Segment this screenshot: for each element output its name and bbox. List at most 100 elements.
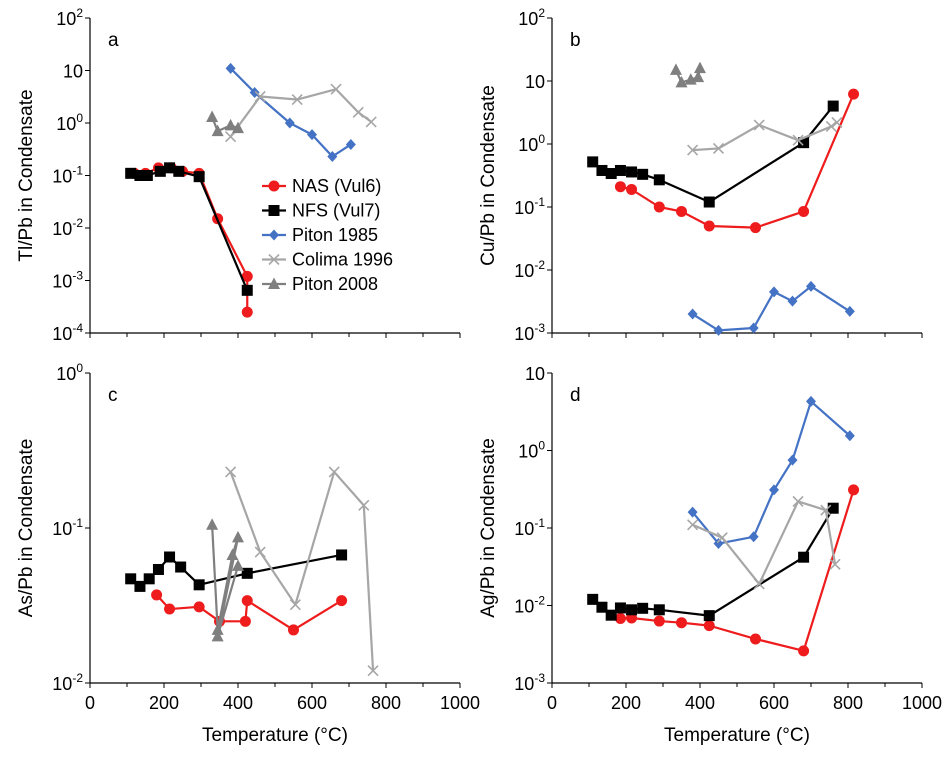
data-point bbox=[249, 87, 260, 99]
data-point bbox=[825, 120, 837, 133]
data-point bbox=[748, 531, 759, 543]
panel-a: 10-4 10-3 10-2 10-1 100 10 102 Tl/Pb in Condens… bbox=[16, 6, 461, 344]
data-point bbox=[798, 645, 810, 657]
data-point bbox=[226, 548, 239, 560]
data-point bbox=[713, 538, 724, 550]
y-tick-label: 100 bbox=[56, 111, 83, 134]
data-point bbox=[806, 395, 816, 407]
series-Colima1996 bbox=[225, 466, 379, 677]
data-point bbox=[798, 205, 810, 217]
data-point bbox=[291, 93, 303, 106]
data-point bbox=[224, 118, 237, 131]
panel-letter: c bbox=[108, 385, 118, 406]
data-point bbox=[225, 131, 237, 143]
x-axis-title: Temperature (°C) bbox=[202, 725, 348, 746]
data-point bbox=[241, 567, 253, 579]
data-point bbox=[694, 61, 706, 74]
legend-label: Piton 2008 bbox=[292, 274, 378, 294]
series-NAS bbox=[614, 484, 860, 657]
data-point bbox=[687, 506, 698, 518]
data-point bbox=[596, 601, 608, 613]
data-point bbox=[798, 551, 810, 563]
x-tick-label: 1000 bbox=[440, 693, 480, 713]
data-point bbox=[703, 610, 715, 622]
data-point bbox=[365, 116, 377, 128]
data-point bbox=[254, 90, 266, 103]
panel-letter: d bbox=[570, 385, 581, 406]
y-tick-label: 10-3 bbox=[514, 321, 545, 344]
data-point bbox=[687, 519, 699, 531]
y-tick-label: 10-1 bbox=[52, 164, 83, 187]
legend-entry: Piton 1985 bbox=[262, 225, 378, 245]
x-tick-label: 400 bbox=[685, 693, 715, 713]
data-point bbox=[637, 168, 649, 180]
data-point bbox=[151, 589, 163, 601]
y-tick-label: 10 bbox=[525, 364, 545, 384]
y-tick-label: 10-1 bbox=[52, 516, 83, 539]
data-point bbox=[848, 88, 860, 100]
y-tick-label: 10 bbox=[63, 62, 83, 82]
data-point bbox=[687, 308, 698, 320]
data-point bbox=[587, 593, 599, 605]
legend: NAS (Vul6) NFS (Vul7) Piton 1985 Colima 199… bbox=[262, 176, 393, 294]
legend-label: NAS (Vul6) bbox=[292, 176, 381, 196]
data-point bbox=[241, 284, 253, 296]
data-point bbox=[241, 270, 253, 282]
y-tick-label: 10-3 bbox=[514, 671, 545, 694]
data-point bbox=[703, 220, 715, 232]
data-point bbox=[164, 603, 176, 615]
data-point bbox=[307, 129, 317, 141]
data-point bbox=[154, 165, 166, 177]
x-tick-label: 0 bbox=[547, 693, 557, 713]
legend-marker bbox=[268, 180, 280, 192]
y-axis-title: As/Pb in Condensate bbox=[16, 439, 37, 618]
legend-label: Colima 1996 bbox=[292, 250, 393, 270]
data-point bbox=[134, 580, 146, 592]
series-line bbox=[130, 166, 249, 291]
y-tick-label: 10-2 bbox=[52, 216, 83, 239]
series-line bbox=[620, 489, 855, 652]
series-Piton2008 bbox=[669, 61, 706, 88]
series-NFS bbox=[587, 100, 839, 208]
data-point bbox=[241, 595, 253, 607]
data-point bbox=[352, 106, 364, 118]
data-point bbox=[175, 561, 187, 573]
y-axis-title: Tl/Pb in Condensate bbox=[16, 89, 37, 261]
y-tick-label: 10-2 bbox=[514, 258, 545, 281]
data-point bbox=[232, 559, 244, 571]
data-point bbox=[753, 578, 765, 590]
legend-marker bbox=[268, 253, 280, 266]
data-point bbox=[614, 612, 626, 624]
data-point bbox=[844, 305, 855, 317]
data-point bbox=[152, 563, 164, 575]
data-point bbox=[134, 170, 146, 181]
data-point bbox=[676, 617, 687, 629]
data-point bbox=[164, 162, 176, 174]
data-point bbox=[125, 167, 137, 179]
data-point bbox=[125, 573, 137, 585]
data-point bbox=[626, 604, 638, 616]
series-Piton2008 bbox=[206, 518, 244, 642]
data-point bbox=[367, 665, 379, 677]
data-point bbox=[713, 324, 724, 336]
data-point bbox=[596, 164, 608, 176]
data-point bbox=[626, 166, 638, 178]
legend-entry: NFS (Vul7) bbox=[262, 201, 380, 221]
data-point bbox=[336, 549, 348, 561]
y-tick-label: 100 bbox=[518, 132, 545, 155]
legend-label: NFS (Vul7) bbox=[292, 201, 380, 221]
data-point bbox=[225, 62, 236, 74]
data-point bbox=[225, 466, 237, 478]
data-point bbox=[676, 205, 687, 217]
data-point bbox=[345, 138, 356, 150]
series-line bbox=[591, 507, 835, 617]
data-point bbox=[358, 499, 370, 511]
data-point bbox=[232, 121, 244, 134]
data-point bbox=[827, 502, 839, 514]
data-point bbox=[769, 484, 779, 496]
x-tick-label: 600 bbox=[759, 693, 789, 713]
panel-b: 10-3 10-2 10-1 100 10 102 Cu/Pb in Condensate b bbox=[478, 6, 923, 344]
series-Colima1996 bbox=[687, 116, 843, 156]
y-tick-label: 10-2 bbox=[514, 594, 545, 617]
